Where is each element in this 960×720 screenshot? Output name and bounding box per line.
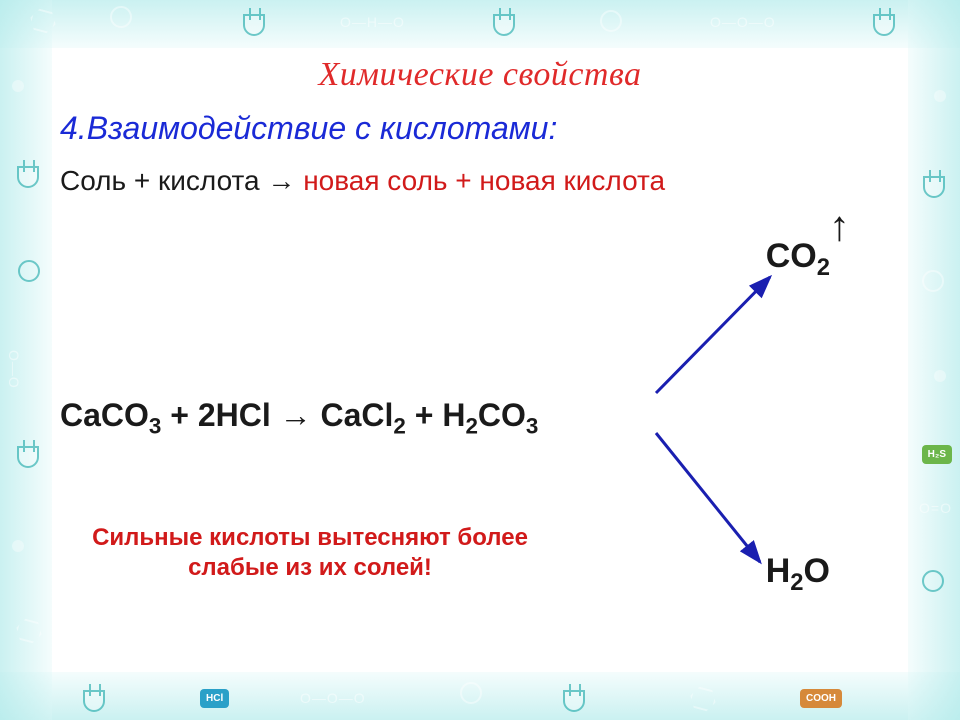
tag-hcl-icon: HCl — [200, 689, 229, 708]
circle-icon — [460, 682, 482, 710]
flask-icon — [560, 684, 588, 712]
tag-h2s-icon: H₂S — [922, 445, 952, 464]
scheme-arrow: → — [260, 165, 304, 196]
bubble-icon — [934, 370, 946, 382]
bubble-icon — [934, 90, 946, 102]
circles-icon — [110, 6, 132, 34]
molecule-chain-icon: O—O—O — [710, 14, 776, 30]
scheme-plus: + — [126, 165, 158, 196]
circle-icon — [18, 260, 40, 288]
flask-icon — [14, 440, 42, 468]
flask-icon — [240, 8, 268, 36]
subtitle-number: 4. — [60, 110, 87, 146]
bubble-icon — [12, 80, 24, 92]
scheme-new-salt: новая соль — [303, 165, 447, 196]
equation-area: CO2 ↑ CaCO3 + 2HCl → CaCl2 + H2CO3 H2O С… — [60, 207, 900, 587]
scheme-plus2: + — [448, 165, 480, 196]
tag-cooh-icon: COOH — [800, 689, 842, 708]
flask-icon — [80, 684, 108, 712]
footnote-line2: слабые из их солей! — [90, 553, 530, 583]
reaction-scheme: Соль + кислота → новая соль + новая кисл… — [60, 165, 900, 197]
flask-icon — [490, 8, 518, 36]
subtitle-text: Взаимодействие с кислотами: — [87, 110, 558, 146]
footnote-line1: Сильные кислоты вытесняют более — [90, 523, 530, 553]
scheme-salt: Соль — [60, 165, 126, 196]
circle-icon — [922, 570, 944, 598]
footnote: Сильные кислоты вытесняют более слабые и… — [90, 523, 530, 583]
hexagon-icon — [16, 620, 42, 642]
flask-icon — [920, 170, 948, 198]
scheme-new-acid: новая кислота — [479, 165, 665, 196]
slide-subtitle: 4.Взаимодействие с кислотами: — [60, 110, 900, 147]
hexagon-icon — [690, 688, 716, 710]
scheme-acid: кислота — [158, 165, 260, 196]
bubble-icon — [12, 540, 24, 552]
molecule-chain-icon: O—O—O — [300, 690, 366, 706]
molecule-icon: O—O — [6, 350, 22, 389]
circle-icon — [600, 10, 622, 38]
flask-icon — [870, 8, 898, 36]
slide-content: Химические свойства 4.Взаимодействие с к… — [60, 50, 900, 670]
hexagon-icon — [30, 10, 56, 32]
molecule-icon: O=O — [919, 500, 952, 516]
slide-title: Химические свойства — [60, 56, 900, 94]
circle-icon — [922, 270, 944, 298]
molecule-struct-icon: O—H—O — [340, 14, 405, 30]
flask-icon — [14, 160, 42, 188]
